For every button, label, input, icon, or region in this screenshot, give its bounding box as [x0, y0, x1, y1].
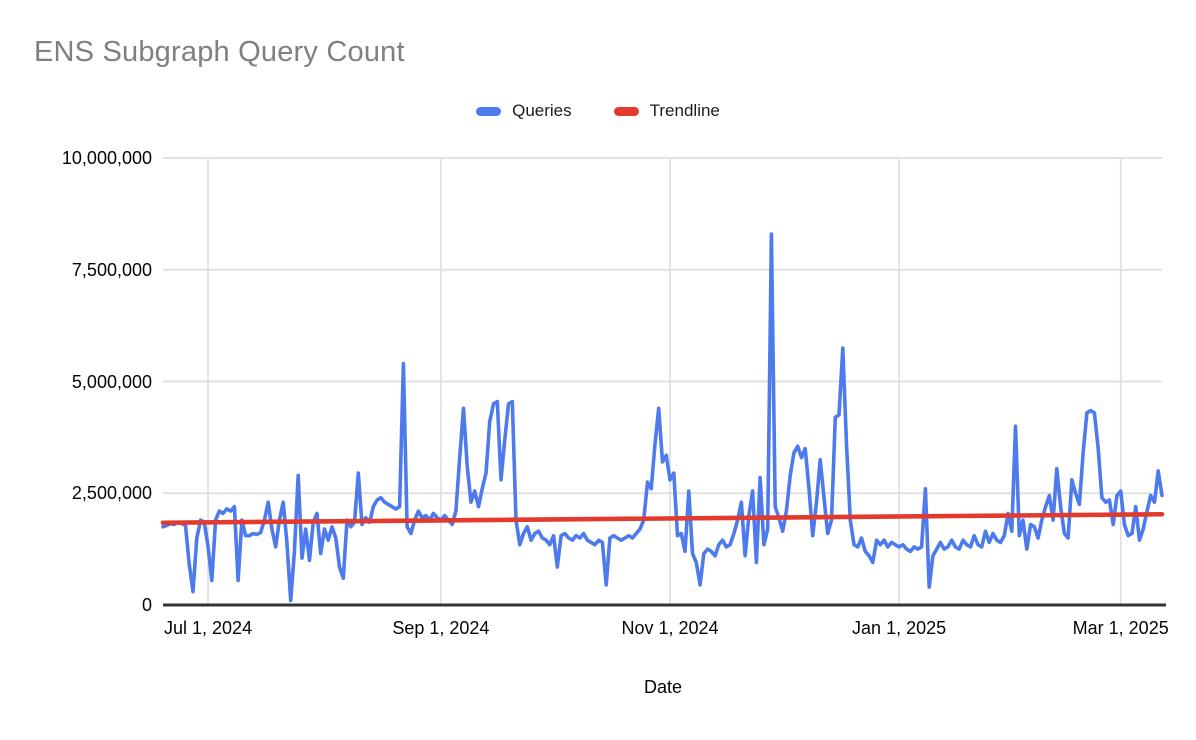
trendline	[160, 511, 1165, 526]
legend: Queries Trendline	[0, 100, 1196, 122]
x-tick-label: Nov 1, 2024	[621, 618, 719, 638]
y-tick-label: 2,500,000	[71, 483, 152, 504]
y-tick-label: 0	[141, 595, 152, 615]
legend-item-queries: Queries	[476, 101, 572, 121]
x-tick-label: Jan 1, 2025	[852, 618, 947, 638]
legend-label-queries: Queries	[512, 101, 572, 120]
queries-series-line	[161, 232, 1164, 603]
y-tick-label: 7,500,000	[71, 259, 152, 280]
legend-item-trendline: Trendline	[613, 101, 720, 121]
legend-label-trendline: Trendline	[649, 101, 720, 120]
x-tick-label: Jul 1, 2024	[164, 618, 253, 638]
y-tick-label: 5,000,000	[71, 371, 152, 392]
y-tick-label: 10,000,000	[61, 148, 152, 168]
x-tick-label: Sep 1, 2024	[392, 618, 490, 638]
trendline-swatch-icon	[613, 106, 639, 116]
x-axis-title: Date	[643, 677, 683, 697]
queries-swatch-icon	[476, 106, 502, 116]
x-tick-label: Mar 1, 2025	[1072, 618, 1169, 638]
chart-title: ENS Subgraph Query Count	[34, 36, 405, 68]
